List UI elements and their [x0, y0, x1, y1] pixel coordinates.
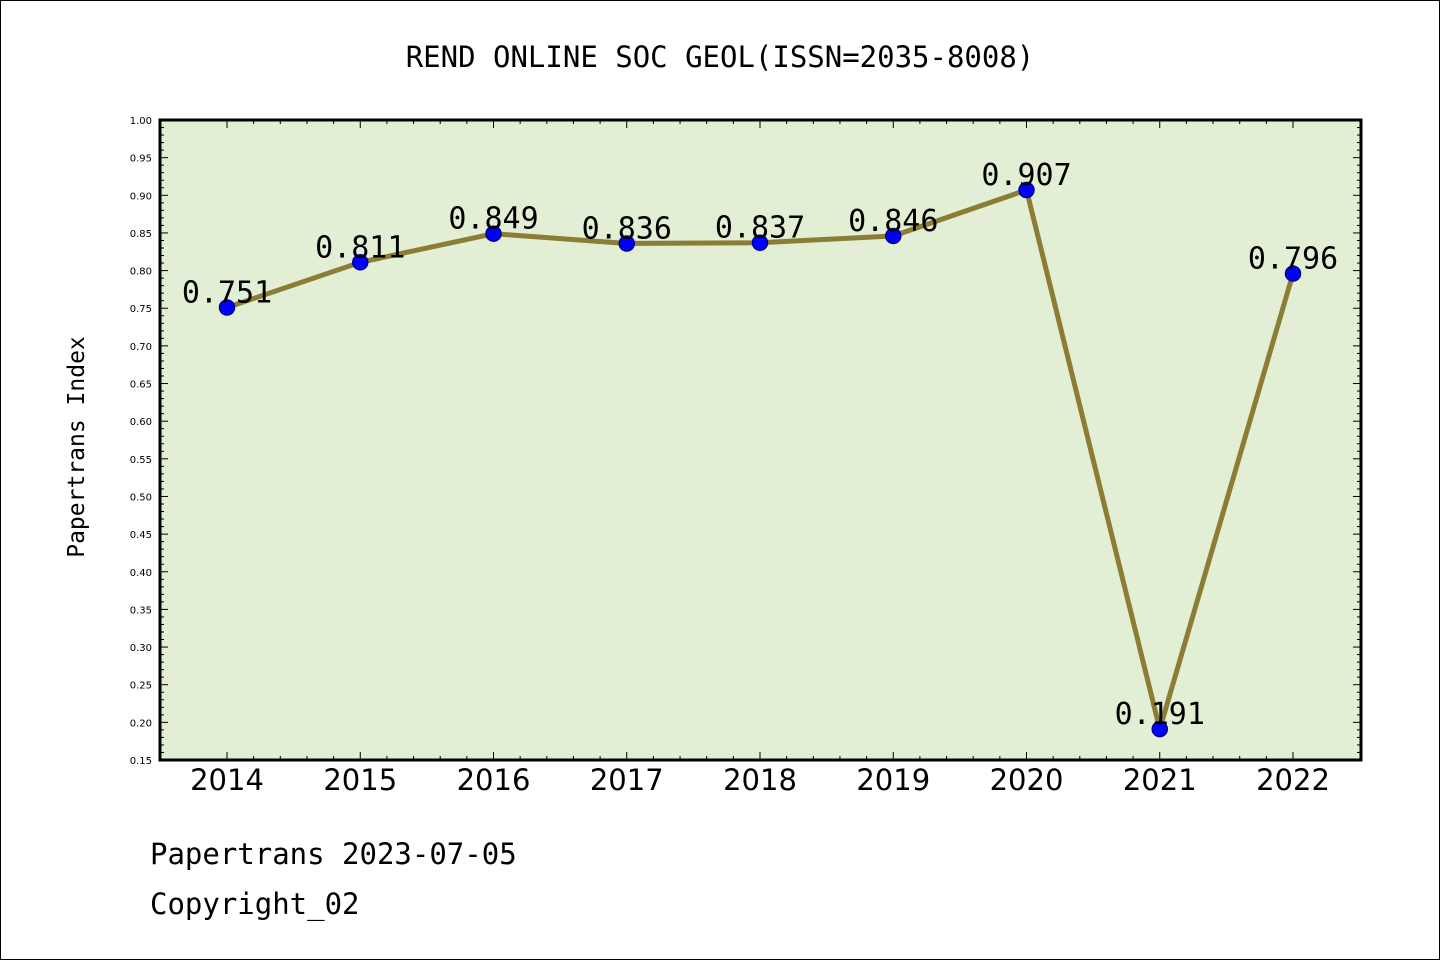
y-tick-label: 0.90	[130, 191, 152, 202]
data-point-label: 0.846	[848, 204, 938, 239]
x-tick-label: 2019	[856, 763, 930, 797]
x-tick-label: 2017	[590, 763, 664, 797]
data-point-marker	[885, 227, 902, 245]
data-point-label: 0.907	[981, 158, 1071, 193]
footer-source: Papertrans 2023-07-05	[150, 837, 517, 871]
data-labels: 0.751 0.811 0.849 0.836 0.837 0.846 0.907 0.191…	[182, 158, 1338, 732]
y-tick-label: 0.15	[130, 756, 152, 767]
data-point-marker	[352, 254, 369, 271]
plot-border	[158, 118, 1363, 762]
y-tick-label: 1.00	[130, 116, 152, 127]
data-point-marker	[1284, 265, 1302, 282]
y-tick-label: 0.45	[130, 530, 152, 541]
y-tick-label: 0.40	[130, 568, 152, 579]
footer-copyright: Copyright_02	[150, 887, 360, 922]
data-point-label: 0.811	[315, 230, 405, 265]
y-tick-label: 0.60	[130, 417, 152, 428]
y-tick-label: 0.55	[130, 455, 152, 466]
x-axis-ticks: 2014 2015 2016 2017 2018 2019 2020 2021 2022	[190, 120, 1330, 797]
x-tick-label: 2014	[190, 763, 264, 797]
y-tick-label: 0.75	[130, 304, 152, 315]
y-axis-label: Papertrans Index	[64, 336, 90, 558]
data-point-label: 0.836	[582, 211, 672, 246]
x-tick-label: 2021	[1123, 763, 1197, 797]
y-tick-label: 0.20	[130, 718, 152, 729]
chart-title: REND ONLINE SOC GEOL(ISSN=2035-8008)	[406, 40, 1035, 74]
plot-area	[160, 120, 1361, 760]
y-tick-label: 0.35	[130, 605, 152, 616]
y-tick-label: 0.70	[130, 342, 152, 353]
y-tick-label: 0.65	[130, 380, 152, 391]
data-point-label: 0.837	[715, 211, 805, 246]
data-point-marker	[1018, 181, 1035, 199]
data-point-label: 0.191	[1115, 697, 1205, 732]
y-tick-label: 0.95	[130, 154, 152, 165]
x-tick-label: 2018	[723, 763, 797, 797]
y-tick-label: 0.80	[130, 267, 152, 278]
data-point-marker	[218, 299, 236, 316]
data-markers	[218, 181, 1302, 738]
data-point-marker	[1151, 720, 1168, 738]
x-tick-label: 2022	[1256, 763, 1330, 797]
x-tick-label: 2020	[990, 763, 1064, 797]
y-tick-label: 0.30	[130, 643, 152, 654]
x-tick-label: 2015	[323, 763, 397, 797]
data-point-marker	[618, 235, 635, 252]
data-point-marker	[751, 234, 769, 251]
data-point-label: 0.796	[1248, 242, 1338, 277]
y-tick-label: 0.85	[130, 229, 152, 240]
y-tick-label: 0.50	[130, 492, 152, 503]
y-tick-label: 0.25	[130, 681, 152, 692]
data-point-label: 0.849	[448, 202, 538, 237]
data-point-label: 0.751	[182, 275, 272, 310]
x-tick-label: 2016	[457, 763, 531, 797]
data-point-marker	[485, 225, 502, 242]
